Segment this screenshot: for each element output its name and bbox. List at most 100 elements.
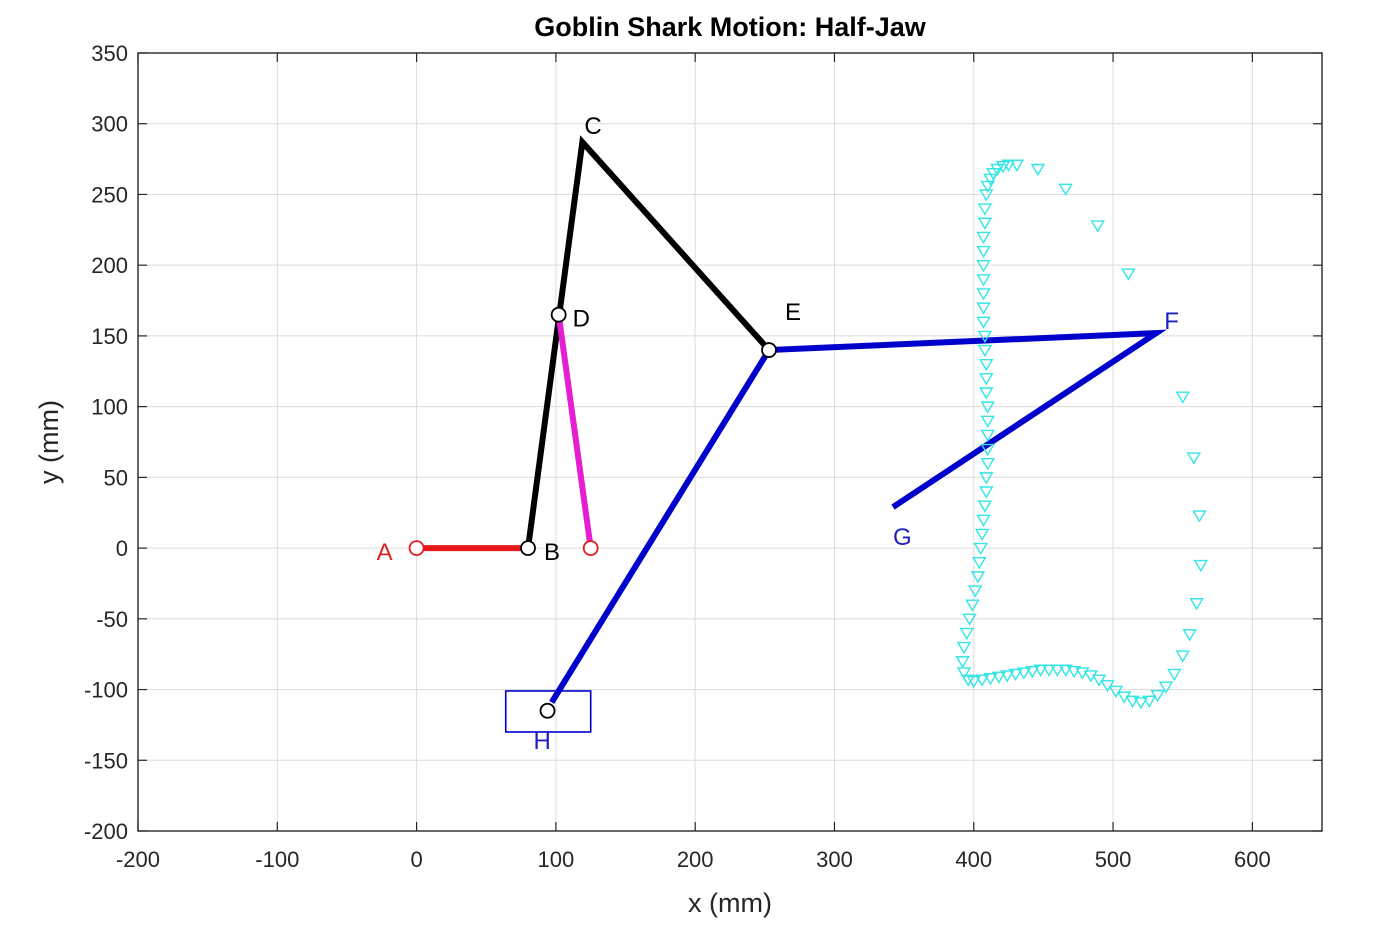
trace-point	[983, 673, 998, 686]
joint-marker	[582, 540, 599, 556]
trace-point	[1125, 695, 1140, 708]
x-tick-label: -100	[255, 847, 299, 872]
x-axis-label: x (mm)	[688, 888, 772, 918]
trace-point	[1083, 670, 1098, 683]
slider-box	[504, 690, 592, 733]
trace-point	[1091, 674, 1107, 687]
trace-point	[1030, 163, 1046, 177]
trace-point	[1090, 220, 1105, 233]
trace-point	[972, 557, 987, 570]
y-tick-label: -100	[84, 678, 128, 703]
mechanism-links	[416, 135, 1167, 733]
trace-point	[980, 429, 995, 443]
trace-point	[979, 359, 994, 372]
trace-point	[979, 373, 994, 386]
trace-point	[956, 641, 972, 655]
y-tick-label: -50	[96, 607, 128, 632]
trace-point	[962, 613, 977, 626]
trace-point	[980, 443, 995, 457]
trace-point	[1175, 650, 1190, 663]
trace-point	[960, 674, 976, 687]
trace-point	[1100, 680, 1115, 693]
trace-point	[955, 656, 970, 669]
trajectory-trace	[955, 159, 1209, 710]
x-tick-label: 500	[1095, 847, 1132, 872]
trace-point	[1025, 665, 1040, 679]
trace-point	[1041, 664, 1057, 677]
joint-marker	[520, 540, 536, 556]
trace-point	[1175, 391, 1190, 404]
trace-point	[976, 514, 991, 527]
trace-point	[959, 627, 975, 641]
joint-marker	[761, 342, 777, 358]
y-tick-label: -150	[84, 748, 128, 773]
axis-ticks	[137, 52, 1322, 832]
trace-point	[976, 288, 991, 301]
joint-marker	[408, 540, 425, 556]
x-tick-label: 400	[955, 847, 992, 872]
trace-point	[1186, 452, 1202, 465]
trace-point	[973, 542, 988, 556]
joint-label-d: D	[573, 306, 590, 333]
joint-marker	[550, 306, 567, 323]
y-tick-label: 300	[91, 112, 128, 137]
x-tick-label: 600	[1234, 847, 1271, 872]
axis-tick-labels: -200 -100 0 100 200 300 400 500 600-200-150-100-…	[84, 41, 1271, 872]
x-tick-label: 200	[677, 847, 714, 872]
joint-label-g: G	[893, 524, 912, 551]
y-tick-label: 350	[91, 41, 128, 66]
y-tick-label: 150	[91, 324, 128, 349]
trace-point	[979, 387, 994, 400]
trace-point	[1033, 664, 1048, 677]
trace-point	[974, 674, 990, 687]
trace-point	[965, 599, 980, 612]
x-tick-label: -200	[116, 847, 160, 872]
trace-point	[977, 203, 993, 216]
trace-point	[1193, 559, 1209, 573]
trace-point	[1182, 629, 1197, 642]
x-tick-label: 300	[816, 847, 853, 872]
trace-point	[1075, 667, 1090, 680]
trace-point	[1116, 691, 1132, 704]
joint-label-b: B	[544, 539, 560, 566]
trace-point	[1009, 159, 1025, 172]
trace-point	[977, 217, 993, 230]
trace-point	[976, 302, 991, 315]
y-tick-label: 50	[104, 465, 128, 490]
joint-label-f: F	[1164, 308, 1179, 335]
trace-point	[976, 316, 991, 329]
trace-point	[977, 330, 993, 343]
joint-label-a: A	[377, 539, 393, 566]
trace-point	[974, 528, 990, 542]
trace-point	[990, 163, 1005, 177]
joint-marker	[539, 702, 556, 719]
link-black	[525, 135, 772, 549]
trace-point	[1058, 183, 1073, 196]
trace-point	[1008, 668, 1023, 682]
trace-point	[976, 245, 991, 259]
link-magenta	[555, 314, 594, 549]
joint-label-h: H	[534, 728, 551, 755]
trace-point	[967, 585, 983, 598]
y-tick-label: 0	[116, 536, 128, 561]
x-tick-label: 100	[538, 847, 575, 872]
trace-point	[977, 344, 993, 358]
trace-point	[980, 458, 995, 471]
y-axis-label: y (mm)	[34, 400, 64, 484]
trace-point	[991, 671, 1007, 684]
trace-point	[1167, 668, 1182, 682]
trace-point	[980, 180, 995, 194]
chart-title: Goblin Shark Motion: Half-Jaw	[534, 12, 927, 42]
trace-point	[976, 231, 991, 244]
plot-frame	[137, 52, 1323, 832]
trace-point	[956, 667, 972, 680]
trace-point	[999, 670, 1015, 683]
trace-point	[980, 401, 995, 414]
trace-point	[1192, 510, 1207, 523]
y-tick-label: 250	[91, 182, 128, 207]
trace-point	[979, 472, 994, 485]
trace-point	[1066, 665, 1082, 679]
x-tick-label: 0	[410, 847, 422, 872]
trace-point	[1189, 598, 1204, 611]
